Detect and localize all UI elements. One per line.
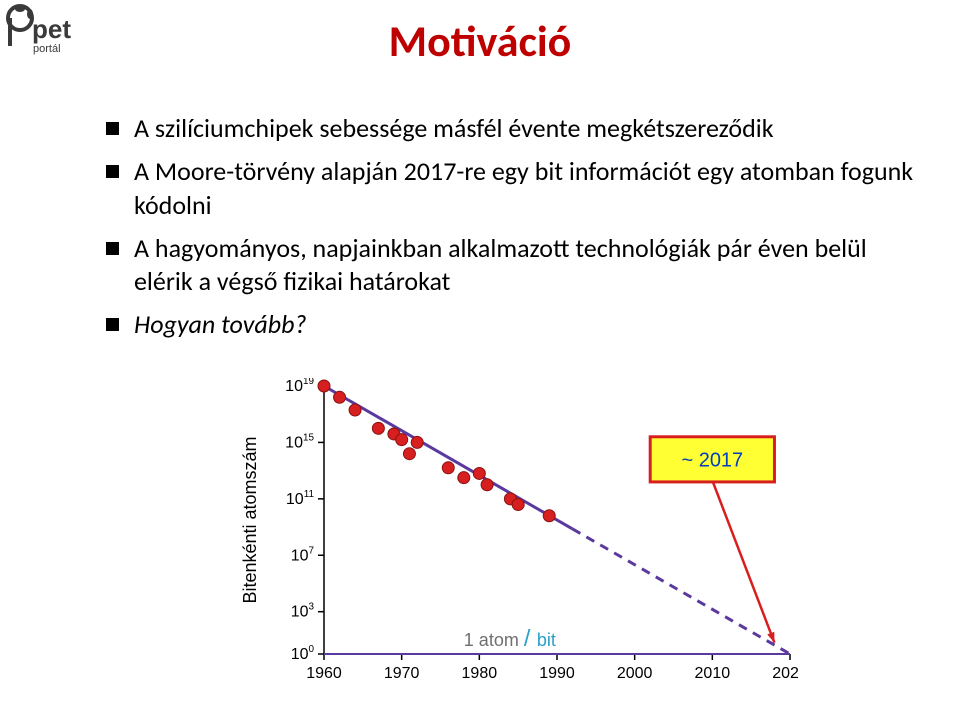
svg-text:1011: 1011 — [286, 489, 315, 508]
svg-text:1990: 1990 — [539, 665, 575, 682]
svg-text:2000: 2000 — [617, 665, 653, 682]
bullet-item: Hogyan tovább? — [106, 308, 930, 341]
bullet-item: A Moore-törvény alapján 2017-re egy bit … — [106, 155, 930, 222]
svg-text:100: 100 — [291, 644, 315, 663]
svg-text:1019: 1019 — [285, 378, 314, 395]
svg-text:1015: 1015 — [285, 432, 314, 451]
page-title: Motiváció — [0, 14, 960, 68]
svg-text:2020: 2020 — [772, 665, 798, 682]
svg-text:1960: 1960 — [306, 665, 342, 682]
bullet-item: A szilíciumchipek sebessége másfél évent… — [106, 112, 930, 145]
svg-text:~ 2017: ~ 2017 — [681, 449, 743, 471]
svg-text:107: 107 — [291, 545, 315, 564]
svg-text:103: 103 — [291, 602, 315, 621]
svg-text:1970: 1970 — [384, 665, 420, 682]
svg-text:2010: 2010 — [695, 665, 731, 682]
svg-text:Bitenkénti atomszám: Bitenkénti atomszám — [240, 436, 260, 603]
svg-text:1980: 1980 — [462, 665, 498, 682]
bullet-list: A szilíciumchipek sebessége másfél évent… — [66, 112, 930, 352]
atoms-per-bit-chart: 100 103 107 1011 1015 1019 Bitenkénti atomszám… — [238, 378, 798, 698]
bullet-item: A hagyományos, napjainkban alkalmazott t… — [106, 232, 930, 299]
